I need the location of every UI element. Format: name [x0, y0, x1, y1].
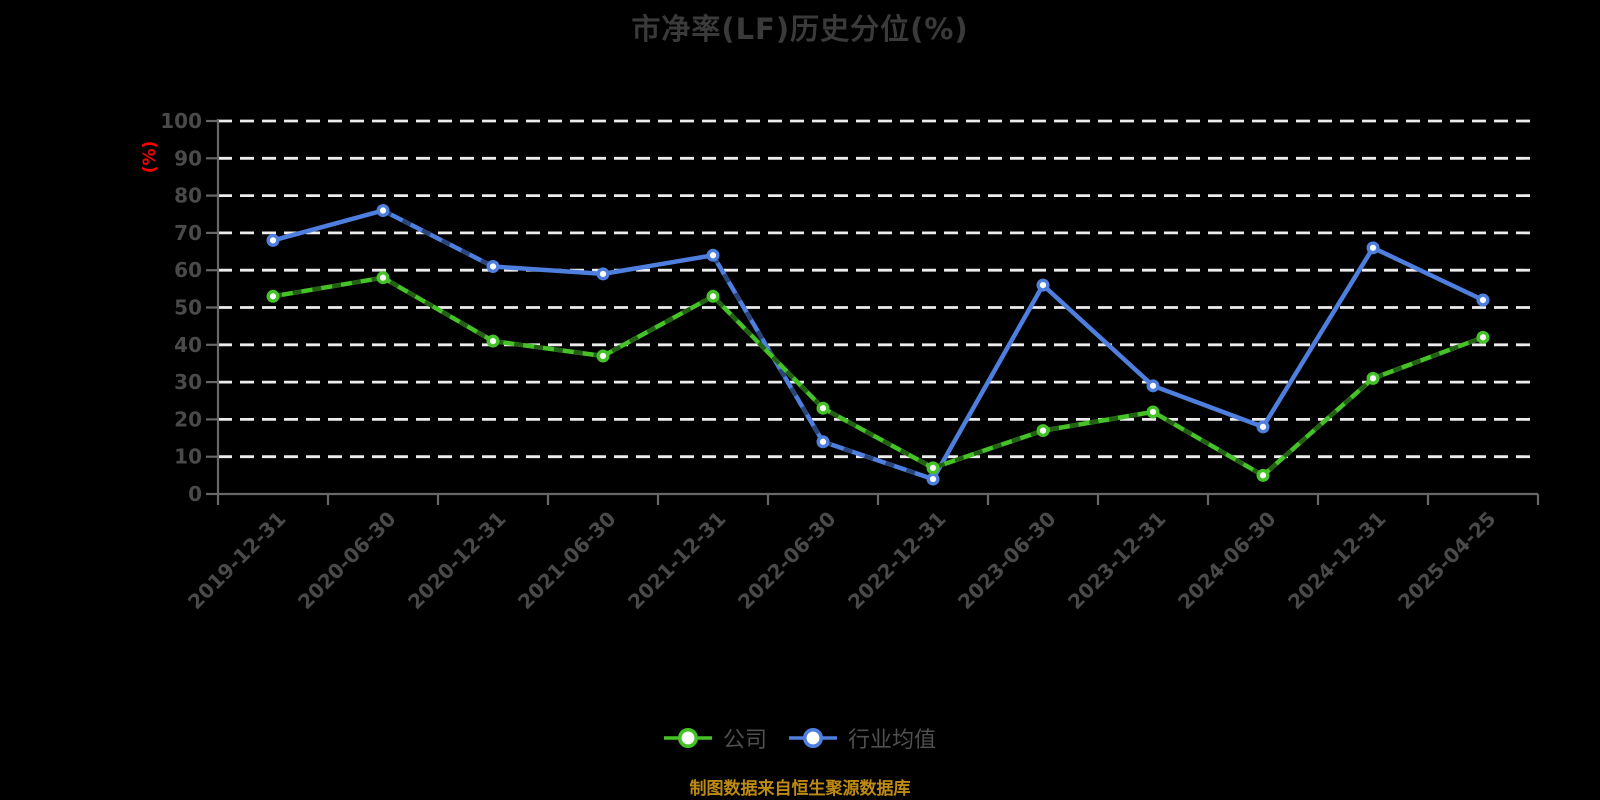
- y-tick-label: 60: [174, 258, 202, 282]
- series-marker-0: [1256, 468, 1270, 482]
- y-tick-label: 80: [174, 184, 202, 208]
- series-marker-1: [1146, 379, 1160, 393]
- series-marker-0: [596, 349, 610, 363]
- y-tick-label: 30: [174, 370, 202, 394]
- x-tick-label: 2023-12-31: [1063, 507, 1170, 614]
- x-tick-label: 2025-04-25: [1393, 507, 1500, 614]
- x-tick-label: 2021-06-30: [513, 507, 620, 614]
- series-marker-0: [1366, 371, 1380, 385]
- series-marker-0: [376, 271, 390, 285]
- series-line-0: [270, 275, 1486, 478]
- legend-item-company: 公司: [663, 722, 767, 754]
- series-dash-overlay-1: [711, 254, 825, 443]
- y-tick-label: 70: [174, 221, 202, 245]
- series-marker-0: [1146, 405, 1160, 419]
- industry-average-legend-marker: [789, 728, 837, 748]
- x-tick-label: 2021-12-31: [623, 507, 730, 614]
- x-tick-label: 2022-12-31: [843, 507, 950, 614]
- series-marker-0: [486, 334, 500, 348]
- y-tick-label: 90: [174, 146, 202, 170]
- chart-title: 市净率(LF)历史分位(%): [631, 12, 969, 46]
- series-dash-overlay-1: [822, 439, 934, 482]
- series-marker-0: [1036, 424, 1050, 438]
- y-tick-label: 10: [174, 445, 202, 469]
- x-tick-label: 2023-06-30: [953, 507, 1060, 614]
- company-legend-marker: [663, 728, 712, 748]
- series-marker-0: [926, 461, 940, 475]
- legend: 公司 行业均值: [0, 722, 1600, 754]
- x-tick-label: 2022-06-30: [733, 507, 840, 614]
- data-source-caption: 制图数据来自恒生聚源数据库: [689, 779, 911, 799]
- industry-average-legend-label: 行业均值: [848, 728, 937, 753]
- series-marker-1: [376, 204, 390, 218]
- y-tick-label: 100: [160, 109, 202, 133]
- y-tick-label: 50: [174, 296, 202, 320]
- series-marker-1: [926, 472, 940, 486]
- series-marker-1: [1256, 420, 1270, 434]
- x-tick-label: 2024-12-31: [1283, 507, 1390, 614]
- company-legend-label: 公司: [722, 728, 767, 753]
- x-tick-label: 2019-12-31: [183, 507, 290, 614]
- series-marker-0: [816, 401, 830, 415]
- series-marker-1: [1476, 293, 1490, 307]
- series-marker-1: [596, 267, 610, 281]
- series-marker-1: [1036, 278, 1050, 292]
- x-tick-label: 2024-06-30: [1173, 507, 1280, 614]
- y-tick-label: 40: [174, 333, 202, 357]
- series-marker-1: [816, 435, 830, 449]
- series-marker-1: [706, 248, 720, 262]
- series-marker-1: [266, 233, 280, 247]
- series-marker-0: [266, 289, 280, 303]
- series-marker-1: [1366, 241, 1380, 255]
- y-tick-label: 0: [188, 482, 202, 506]
- x-tick-label: 2020-12-31: [403, 507, 510, 614]
- series-marker-1: [486, 259, 500, 273]
- legend-item-industry-average: 行业均值: [789, 722, 936, 754]
- series-marker-0: [706, 289, 720, 303]
- series-line-1: [270, 208, 1486, 482]
- y-axis-unit-label: (%): [140, 141, 160, 174]
- series-marker-0: [1476, 330, 1490, 344]
- y-tick-label: 20: [174, 407, 202, 431]
- x-tick-label: 2020-06-30: [293, 507, 400, 614]
